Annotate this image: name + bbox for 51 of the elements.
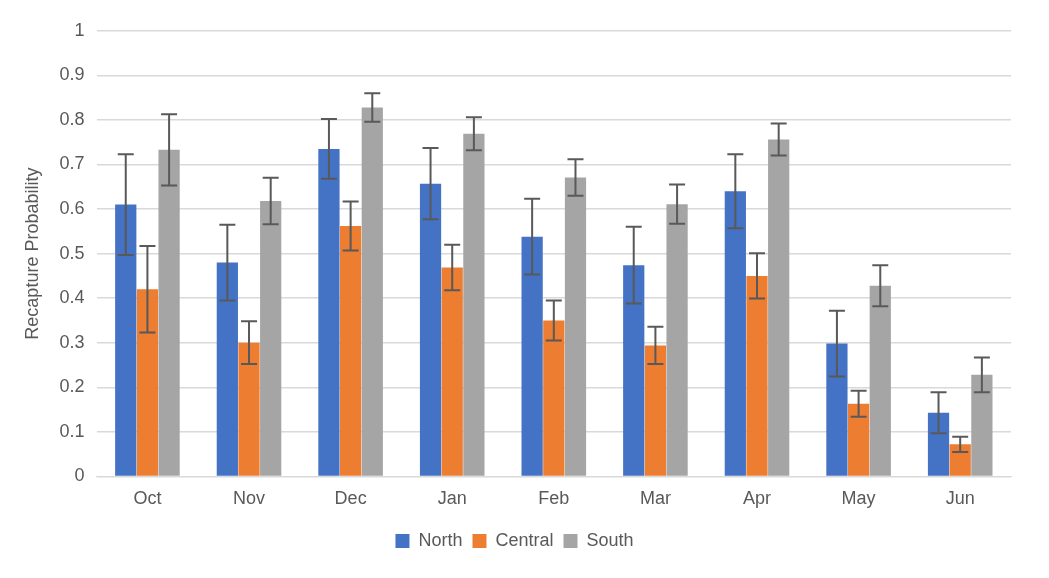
- legend-label: North: [418, 529, 463, 550]
- y-tick-label: 0.7: [59, 153, 85, 174]
- bar: [768, 139, 790, 476]
- bar: [847, 403, 870, 476]
- bar: [644, 345, 667, 476]
- y-tick-label: 0.4: [59, 287, 85, 308]
- bar: [521, 236, 543, 476]
- x-tick-label: Jan: [437, 488, 467, 509]
- bar: [340, 225, 362, 476]
- bar: [826, 343, 848, 476]
- y-tick-label: 0.1: [59, 420, 85, 441]
- bar: [869, 285, 891, 476]
- y-tick-label: 1: [74, 19, 85, 40]
- bar: [971, 374, 993, 476]
- y-axis-title: Recapture Probability: [21, 167, 42, 340]
- bar: [746, 275, 768, 476]
- bar: [419, 183, 442, 476]
- bar: [216, 262, 238, 476]
- x-tick-label: Oct: [133, 488, 162, 509]
- y-tick-label: 0.2: [59, 376, 85, 397]
- bar: [463, 133, 485, 476]
- x-tick-label: Jun: [945, 488, 975, 509]
- bar: [238, 342, 260, 476]
- bar: [949, 444, 971, 476]
- y-tick-label: 0.9: [59, 64, 85, 85]
- bar: [260, 201, 282, 476]
- bar: [115, 204, 137, 476]
- x-tick-label: Mar: [639, 488, 671, 509]
- x-tick-label: Nov: [233, 488, 266, 509]
- y-tick-label: 0: [74, 465, 85, 486]
- bar: [158, 149, 180, 476]
- bar: [318, 148, 340, 476]
- bar: [927, 412, 950, 476]
- bar: [724, 191, 746, 476]
- y-tick-label: 0.5: [59, 242, 85, 263]
- x-tick-label: Apr: [743, 488, 772, 509]
- bar: [666, 204, 688, 476]
- bar: [441, 267, 463, 476]
- legend-label: Central: [495, 529, 554, 550]
- bar: [361, 107, 383, 476]
- y-tick-label: 0.8: [59, 108, 85, 129]
- x-tick-label: Feb: [538, 488, 570, 509]
- bar: [623, 265, 645, 476]
- bar: [543, 320, 565, 476]
- legend-label: South: [586, 529, 634, 550]
- y-tick-label: 0.3: [59, 331, 85, 352]
- x-tick-label: May: [841, 488, 876, 509]
- x-tick-label: Dec: [334, 488, 367, 509]
- bar: [136, 289, 159, 476]
- bar: [564, 177, 587, 476]
- y-tick-label: 0.6: [59, 198, 85, 219]
